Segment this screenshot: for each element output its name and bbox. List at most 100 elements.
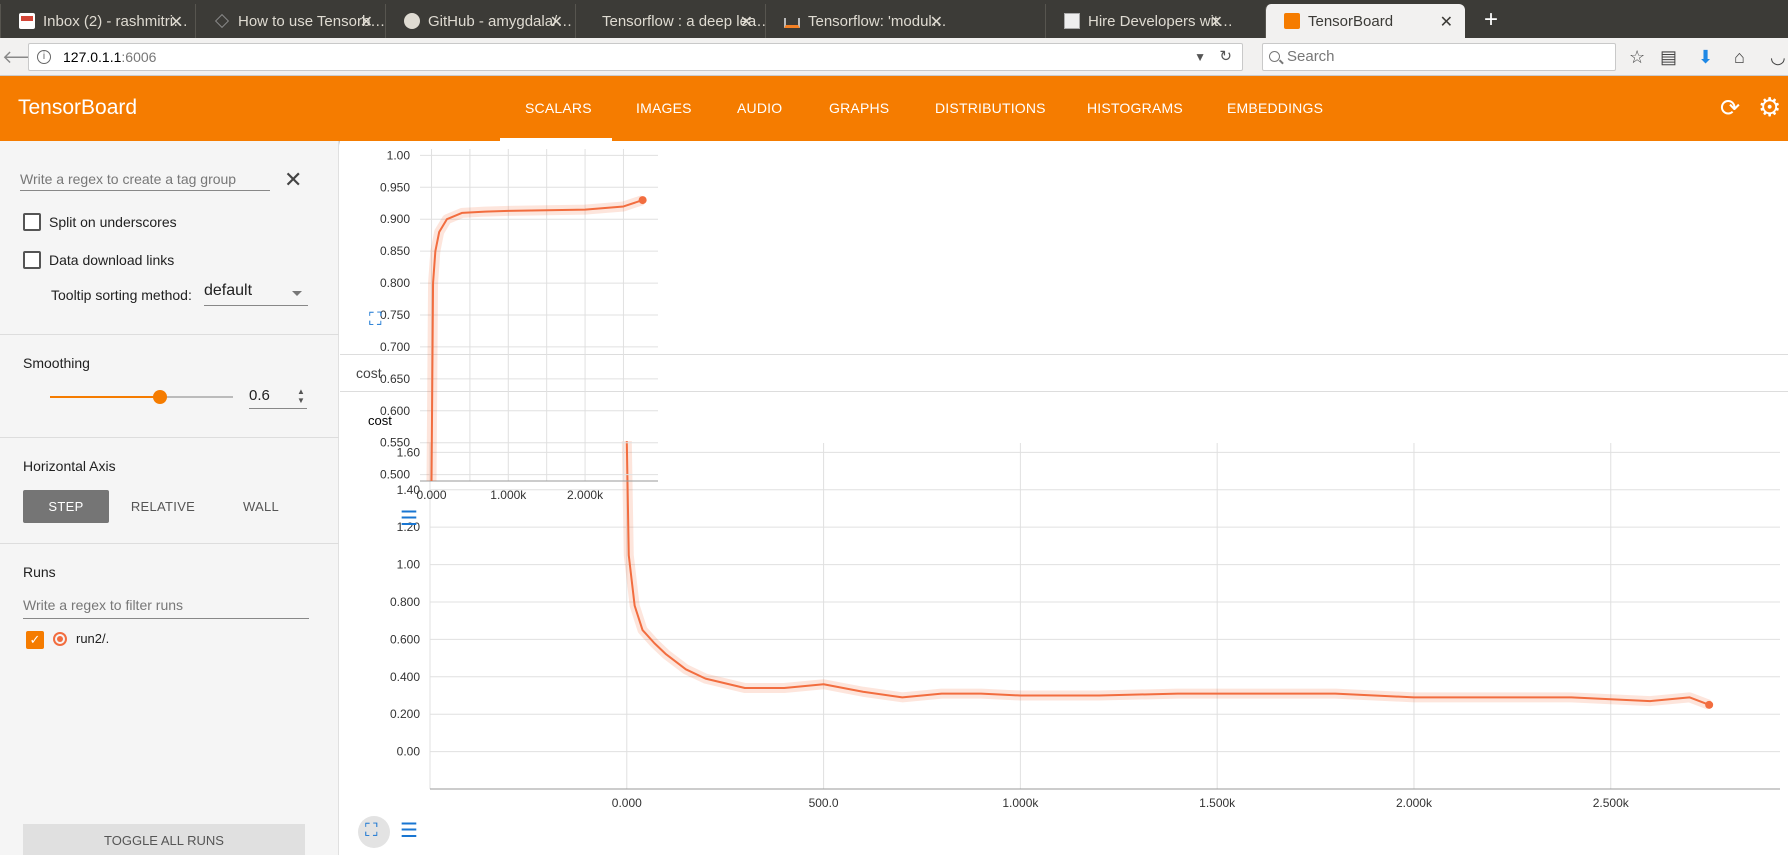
cost-small-chart-x-tick-label: 2.000k bbox=[567, 488, 604, 502]
expand-icon[interactable]: ⛶ bbox=[365, 820, 378, 840]
tab-embeddings[interactable]: EMBEDDINGS bbox=[1227, 100, 1324, 116]
tooltip-sorting-label: Tooltip sorting method: bbox=[51, 287, 192, 303]
refresh-icon[interactable]: ⟳ bbox=[1720, 95, 1741, 122]
cost-chart-x-tick-label: 2.000k bbox=[1396, 796, 1433, 810]
active-tab-indicator bbox=[500, 138, 612, 141]
small-chart-title: cost bbox=[368, 413, 392, 428]
gear-icon[interactable]: ⚙ bbox=[1758, 92, 1782, 122]
smoothing-slider-fill bbox=[50, 396, 160, 398]
browser-tab-stackoverflow[interactable]: Tensorflow: 'modul… ✕ bbox=[765, 4, 955, 38]
browser-tab-tensorflow[interactable]: Tensorflow : a deep lea… ✕ bbox=[575, 4, 765, 38]
smoothing-slider[interactable] bbox=[50, 390, 233, 404]
main-content: cost 1.60 1.40 1.20 1.00 0.800 0.600 0.400 0.20… bbox=[340, 141, 1788, 855]
run-checkbox[interactable]: ✓ bbox=[26, 631, 44, 649]
close-tab-icon[interactable]: ✕ bbox=[1439, 14, 1453, 31]
cost-chart-x-tick-label: 0.000 bbox=[612, 796, 642, 810]
charts-svg[interactable]: 1.60 1.40 1.20 1.00 0.800 0.600 0.400 0.200 0.00… bbox=[340, 141, 1788, 855]
cost-chart-x-tick-label: 1.000k bbox=[1002, 796, 1039, 810]
browser-tab-github[interactable]: GitHub - amygdala/… ✕ bbox=[385, 4, 575, 38]
cost-chart-y-tick-label: 0.200 bbox=[390, 707, 420, 721]
cost-small-chart-y-tick-label: 0.950 bbox=[380, 180, 410, 194]
smoothing-input[interactable]: 0.6 ▲ ▼ bbox=[249, 387, 307, 409]
list-icon[interactable]: ☰ bbox=[400, 508, 418, 530]
category-pane[interactable]: cost bbox=[340, 354, 1788, 392]
browser-tab-hire[interactable]: Hire Developers wit… ✕ bbox=[1045, 4, 1235, 38]
data-download-checkbox[interactable] bbox=[23, 251, 41, 269]
gmail-icon bbox=[19, 13, 35, 29]
section-divider bbox=[0, 334, 339, 335]
search-input[interactable]: Search bbox=[1262, 43, 1616, 71]
run-radio[interactable] bbox=[53, 632, 67, 646]
runs-label: Runs bbox=[23, 564, 56, 580]
back-arrow-icon[interactable]: 🡐 bbox=[2, 47, 51, 67]
site-icon bbox=[214, 13, 230, 29]
app-title: TensorBoard bbox=[18, 96, 138, 119]
tab-scalars[interactable]: SCALARS bbox=[525, 100, 592, 116]
close-tab-icon[interactable]: ✕ bbox=[1209, 14, 1223, 31]
smoothing-label: Smoothing bbox=[23, 355, 90, 371]
cost-chart-x-tick-label: 1.500k bbox=[1199, 796, 1236, 810]
download-icon[interactable]: ⬇ bbox=[1698, 47, 1714, 67]
cost-small-chart-y-tick-label: 1.00 bbox=[387, 148, 411, 162]
haxis-wall-button[interactable]: WALL bbox=[242, 499, 280, 514]
expand-icon[interactable]: ⛶ bbox=[369, 309, 382, 329]
runs-filter-input[interactable]: Write a regex to filter runs bbox=[23, 597, 309, 619]
smoothing-value: 0.6 bbox=[249, 387, 270, 404]
browser-tab-strip: Inbox (2) - rashmitri… ✕ How to use Tens… bbox=[0, 0, 1788, 38]
tensorboard-header: TensorBoard SCALARS IMAGES AUDIO GRAPHS … bbox=[0, 76, 1788, 141]
horizontal-axis-label: Horizontal Axis bbox=[23, 458, 116, 474]
info-icon[interactable]: i bbox=[37, 50, 51, 64]
expand-button-bg[interactable] bbox=[358, 816, 390, 848]
spinner-icon[interactable]: ▲ ▼ bbox=[297, 387, 305, 405]
cost-small-chart-y-tick-label: 0.750 bbox=[380, 308, 410, 322]
home-icon[interactable]: ⌂ bbox=[1734, 47, 1745, 67]
close-tab-icon[interactable]: ✕ bbox=[169, 14, 183, 31]
search-placeholder: Search bbox=[1287, 48, 1335, 65]
cost-small-chart-y-tick-label: 0.900 bbox=[380, 212, 410, 226]
cost-small-chart-y-tick-label: 0.650 bbox=[380, 372, 410, 386]
cost-chart-end-point bbox=[1705, 700, 1714, 709]
tab-graphs[interactable]: GRAPHS bbox=[829, 100, 890, 116]
bookmark-star-icon[interactable]: ☆ bbox=[1629, 47, 1646, 67]
reload-icon[interactable]: ↻ bbox=[1219, 48, 1232, 65]
new-tab-button[interactable]: + bbox=[1484, 6, 1499, 33]
tab-audio[interactable]: AUDIO bbox=[737, 100, 783, 116]
close-tab-icon[interactable]: ✕ bbox=[549, 14, 563, 31]
cost-chart-x-tick-label: 500.0 bbox=[809, 796, 839, 810]
cost-chart-y-tick-label: 0.00 bbox=[397, 745, 421, 759]
smoothing-slider-knob[interactable] bbox=[152, 390, 167, 404]
tab-distributions[interactable]: DISTRIBUTIONS bbox=[935, 100, 1046, 116]
tag-regex-input[interactable]: Write a regex to create a tag group bbox=[20, 171, 270, 191]
url-bar[interactable]: i 127.0.1.1:6006 ▼ ↻ bbox=[28, 43, 1243, 71]
close-tab-icon[interactable]: ✕ bbox=[739, 14, 753, 31]
pocket-icon[interactable]: ◡ bbox=[1770, 47, 1786, 67]
browser-tab-tensorboard[interactable]: TensorBoard ✕ bbox=[1265, 4, 1465, 38]
cost-small-chart-y-tick-label: 0.700 bbox=[380, 340, 410, 354]
cost-small-chart-y-tick-label: 0.500 bbox=[380, 468, 410, 482]
browser-tab-howto[interactable]: How to use Tensorb… ✕ bbox=[195, 4, 385, 38]
reading-list-icon[interactable]: ▤ bbox=[1660, 47, 1678, 67]
cost-chart-y-tick-label: 1.20 bbox=[397, 520, 421, 534]
tensorboard-icon bbox=[1284, 13, 1300, 29]
page-icon bbox=[1064, 13, 1080, 29]
toggle-all-runs-button[interactable]: TOGGLE ALL RUNS bbox=[23, 824, 305, 855]
list-icon[interactable]: ☰ bbox=[400, 820, 418, 842]
browser-tab-gmail[interactable]: Inbox (2) - rashmitri… ✕ bbox=[0, 4, 195, 38]
chevron-down-icon[interactable]: ▼ bbox=[1194, 50, 1206, 64]
cost-chart-y-tick-label: 1.00 bbox=[397, 558, 421, 572]
tab-images[interactable]: IMAGES bbox=[636, 100, 692, 116]
caret-down-icon bbox=[292, 291, 302, 296]
close-tab-icon[interactable]: ✕ bbox=[929, 14, 943, 31]
split-underscores-checkbox[interactable] bbox=[23, 213, 41, 231]
cost-chart-y-tick-label: 0.600 bbox=[390, 632, 420, 646]
close-tab-icon[interactable]: ✕ bbox=[359, 14, 373, 31]
close-icon[interactable]: ✕ bbox=[284, 167, 303, 192]
cost-chart-series-line bbox=[625, 441, 1710, 706]
haxis-relative-button[interactable]: RELATIVE bbox=[130, 499, 196, 514]
tooltip-sorting-select[interactable]: default bbox=[204, 282, 308, 306]
github-icon bbox=[404, 13, 420, 29]
cost-chart-x-tick-label: 2.500k bbox=[1593, 796, 1630, 810]
haxis-step-button[interactable]: STEP bbox=[23, 490, 109, 523]
tab-histograms[interactable]: HISTOGRAMS bbox=[1087, 100, 1183, 116]
cost-small-chart-raw-band bbox=[426, 195, 645, 482]
